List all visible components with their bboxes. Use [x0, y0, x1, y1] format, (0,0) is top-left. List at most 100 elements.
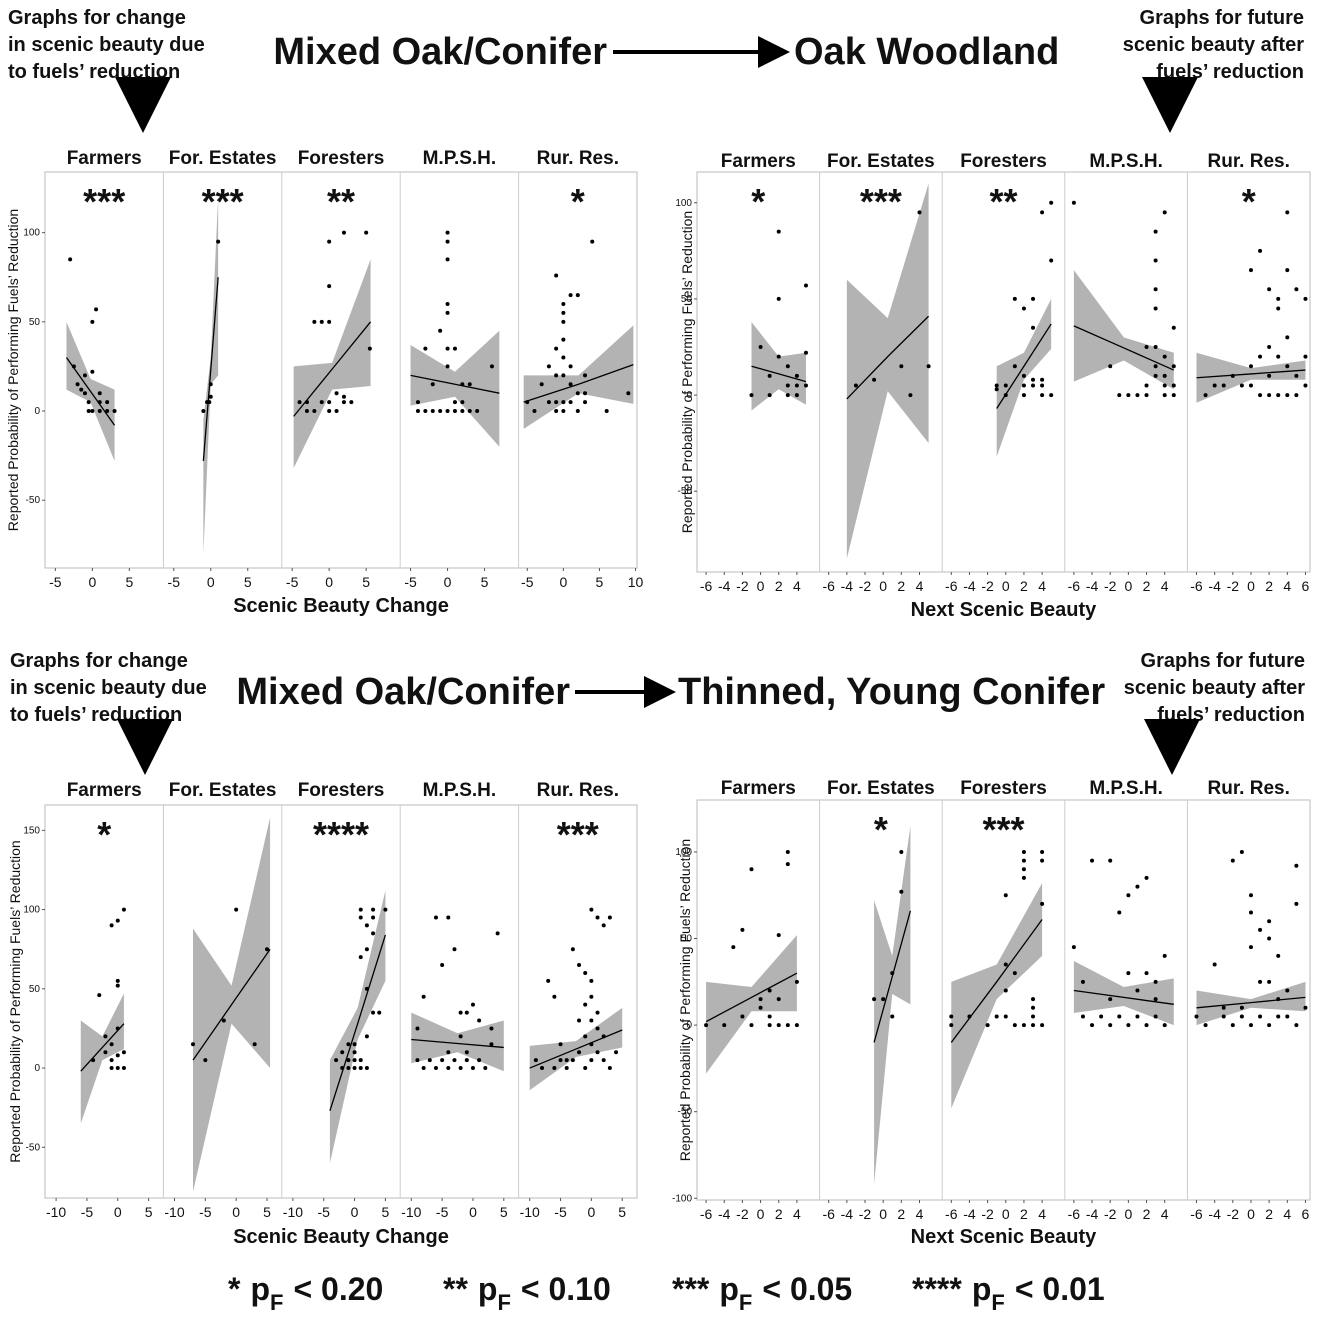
- data-point: [1003, 383, 1008, 388]
- data-point: [1171, 383, 1176, 388]
- x-tick-label: -4: [718, 1206, 731, 1222]
- data-point: [97, 400, 102, 405]
- data-point: [1031, 997, 1036, 1002]
- x-tick-label: 5: [481, 574, 489, 590]
- x-tick-label: 4: [1161, 578, 1169, 594]
- data-point: [208, 382, 213, 387]
- data-point: [430, 382, 435, 387]
- data-point: [1230, 1023, 1235, 1028]
- data-point: [785, 849, 790, 854]
- x-tick-label: 5: [125, 574, 133, 590]
- panel-label: M.P.S.H.: [423, 780, 497, 801]
- data-point: [483, 1066, 488, 1071]
- data-point: [341, 400, 346, 405]
- panel-label: M.P.S.H.: [423, 148, 497, 169]
- data-point: [1153, 979, 1158, 984]
- data-point: [554, 373, 559, 378]
- data-point: [803, 383, 808, 388]
- data-point: [1126, 971, 1131, 976]
- data-point: [589, 978, 594, 983]
- data-point: [458, 1034, 463, 1039]
- significance-legend: **** pF < 0.01: [912, 1271, 1105, 1315]
- data-point: [304, 409, 309, 414]
- data-point: [90, 369, 95, 374]
- data-point: [1221, 1014, 1226, 1019]
- fit-line: [846, 315, 930, 400]
- x-tick-label: 0: [757, 578, 765, 594]
- data-point: [319, 400, 324, 405]
- data-point: [767, 1014, 772, 1019]
- data-point: [79, 387, 84, 392]
- data-point: [1212, 383, 1217, 388]
- data-point: [589, 994, 594, 999]
- significance: *: [571, 181, 585, 222]
- data-point: [1203, 1023, 1208, 1028]
- x-tick-label: 0: [1247, 578, 1255, 594]
- legend-subscript: F: [497, 1290, 510, 1315]
- data-point: [1126, 893, 1131, 898]
- data-point: [1040, 901, 1045, 906]
- data-point: [561, 319, 566, 324]
- data-point: [352, 1042, 357, 1047]
- panel-label: For. Estates: [827, 778, 935, 799]
- y-tick-label: 50: [681, 934, 693, 945]
- data-point: [115, 1053, 120, 1058]
- data-point: [103, 1034, 108, 1039]
- legend-stars: ****: [912, 1271, 962, 1307]
- data-point: [1258, 393, 1263, 398]
- data-point: [265, 947, 269, 952]
- data-point: [1294, 1023, 1299, 1028]
- data-point: [626, 391, 631, 396]
- data-point: [583, 970, 588, 975]
- data-point: [349, 400, 354, 405]
- data-point: [346, 1058, 351, 1063]
- data-point: [1267, 919, 1272, 924]
- x-tick-label: -10: [46, 1204, 66, 1220]
- data-point: [460, 382, 465, 387]
- data-point: [967, 1014, 972, 1019]
- data-point: [1258, 979, 1263, 984]
- data-point: [1239, 1014, 1244, 1019]
- x-tick-label: -5: [49, 574, 62, 590]
- x-tick-label: -6: [1068, 578, 1081, 594]
- data-point: [327, 319, 332, 324]
- confidence-band: [751, 322, 806, 411]
- x-tick-label: 0: [88, 574, 96, 590]
- data-point: [1162, 393, 1167, 398]
- data-point: [446, 1050, 451, 1055]
- data-point: [1239, 1005, 1244, 1010]
- data-point: [1285, 988, 1290, 993]
- data-point: [794, 383, 799, 388]
- data-point: [1294, 287, 1299, 292]
- data-point: [1276, 953, 1281, 958]
- data-point: [561, 373, 566, 378]
- data-point: [604, 409, 609, 414]
- data-point: [558, 1058, 563, 1063]
- data-point: [1248, 1023, 1253, 1028]
- x-tick-label: 10: [628, 574, 644, 590]
- data-point: [109, 1042, 114, 1047]
- x-tick-label: 0: [1124, 578, 1132, 594]
- data-point: [201, 409, 206, 414]
- x-tick-label: 0: [879, 578, 887, 594]
- data-point: [1108, 364, 1113, 369]
- data-point: [1258, 927, 1263, 932]
- data-point: [445, 230, 450, 235]
- data-point: [1021, 306, 1026, 311]
- y-tick-label: 100: [675, 847, 692, 858]
- y-axis-label: Reported Probability of Performing Fuels…: [677, 839, 693, 1161]
- data-point: [994, 1014, 999, 1019]
- x-tick-label: 2: [1143, 1206, 1151, 1222]
- x-tick-label: -2: [981, 578, 994, 594]
- data-point: [1294, 901, 1299, 906]
- data-point: [1021, 858, 1026, 863]
- fit-line: [1196, 369, 1306, 379]
- y-tick-label: -50: [26, 1142, 41, 1153]
- x-tick-label: 0: [1002, 578, 1010, 594]
- data-point: [1171, 325, 1176, 330]
- data-point: [477, 1058, 482, 1063]
- data-point: [1080, 979, 1085, 984]
- data-point: [776, 933, 781, 938]
- data-point: [445, 409, 450, 414]
- x-tick-label: -6: [822, 1206, 835, 1222]
